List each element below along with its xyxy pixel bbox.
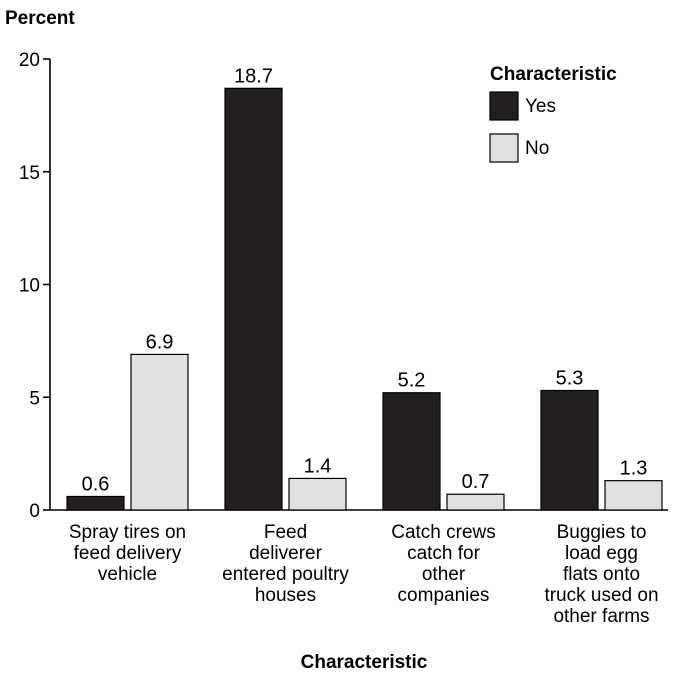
category-label-line: vehicle bbox=[98, 564, 157, 585]
value-label-yes-2: 5.2 bbox=[398, 370, 426, 392]
value-label-yes-0: 0.6 bbox=[82, 473, 110, 495]
category-label-line: catch for bbox=[407, 543, 481, 564]
category-label-line: Feed bbox=[264, 522, 307, 543]
value-label-no-0: 6.9 bbox=[146, 331, 174, 353]
value-label-no-3: 1.3 bbox=[620, 458, 648, 480]
y-tick-label-0: 0 bbox=[29, 501, 40, 522]
category-label-line: other farms bbox=[553, 606, 649, 627]
value-label-no-2: 0.7 bbox=[462, 471, 490, 493]
category-label-3: Buggies to load egg flats onto truck used o… bbox=[544, 522, 658, 627]
bar-yes-2 bbox=[382, 392, 441, 511]
category-label-line: load egg bbox=[565, 543, 638, 564]
bar-no-3 bbox=[604, 480, 663, 511]
x-axis-title: Characteristic bbox=[301, 652, 428, 673]
category-label-line: houses bbox=[255, 585, 316, 606]
value-label-yes-1: 18.7 bbox=[234, 65, 273, 87]
category-label-line: other bbox=[422, 564, 466, 585]
y-tick-label-3: 15 bbox=[19, 163, 40, 184]
legend-label-no: No bbox=[525, 138, 549, 159]
legend-swatch-yes bbox=[489, 91, 519, 121]
bar-no-2 bbox=[446, 493, 505, 511]
category-label-1: Feed deliverer entered poultry houses bbox=[222, 522, 349, 606]
category-label-line: entered poultry bbox=[222, 564, 349, 585]
category-label-line: flats onto bbox=[563, 564, 640, 585]
category-label-2: Catch crews catch for other companies bbox=[391, 522, 496, 606]
bars bbox=[66, 87, 663, 511]
bar-yes-0 bbox=[66, 495, 125, 511]
value-label-yes-3: 5.3 bbox=[556, 367, 584, 389]
y-axis-title: Percent bbox=[5, 8, 75, 29]
y-tick-label-4: 20 bbox=[19, 50, 40, 71]
bar-no-0 bbox=[130, 353, 189, 511]
category-label-line: truck used on bbox=[544, 585, 658, 606]
category-label-line: Spray tires on bbox=[69, 522, 186, 543]
category-label-0: Spray tires on feed delivery vehicle bbox=[69, 522, 186, 585]
bar-yes-1 bbox=[224, 87, 283, 511]
bar-no-1 bbox=[288, 477, 347, 511]
category-labels: Spray tires on feed delivery vehicle Feed de… bbox=[69, 522, 659, 627]
value-labels: 0.6 6.9 18.7 1.4 5.2 0.7 5.3 1.3 bbox=[82, 65, 648, 495]
category-label-line: companies bbox=[398, 585, 490, 606]
category-label-line: Buggies to bbox=[557, 522, 647, 543]
category-label-line: feed delivery bbox=[74, 543, 182, 564]
legend-swatch-no bbox=[489, 133, 519, 163]
bar-yes-3 bbox=[540, 389, 599, 511]
y-tick-label-2: 10 bbox=[19, 276, 40, 297]
category-label-line: deliverer bbox=[249, 543, 323, 564]
y-tick-label-1: 5 bbox=[29, 388, 40, 409]
value-label-no-1: 1.4 bbox=[304, 455, 332, 477]
legend-title: Characteristic bbox=[490, 64, 617, 85]
legend-label-yes: Yes bbox=[525, 96, 556, 117]
category-label-line: Catch crews bbox=[391, 522, 496, 543]
legend: Characteristic Yes No bbox=[489, 64, 617, 163]
